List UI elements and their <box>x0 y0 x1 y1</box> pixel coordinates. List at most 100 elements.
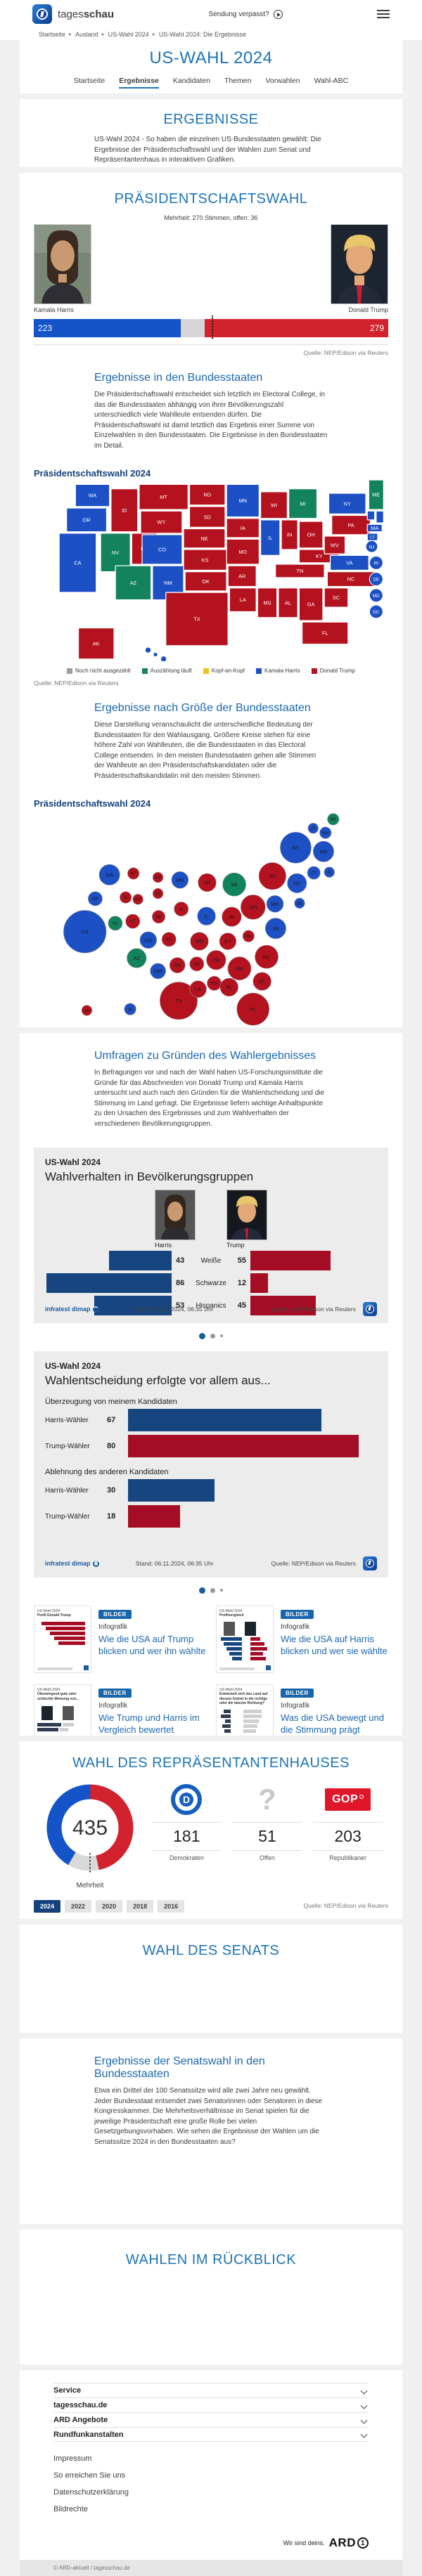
bubble-state-NC[interactable]: NC <box>255 944 279 969</box>
bubble-state-VT[interactable]: VT <box>307 823 319 834</box>
bubble-state-AR[interactable]: AR <box>189 956 205 972</box>
bubble-state-MI[interactable]: MI <box>222 872 246 897</box>
footer-link-impressum[interactable]: Impressum <box>53 2454 92 2463</box>
map-state-MS[interactable]: MS <box>257 587 278 618</box>
map-state-AR[interactable]: AR <box>227 565 257 587</box>
bubble-state-PA[interactable]: PA <box>258 862 286 890</box>
map-state-DE[interactable]: DE <box>369 572 383 587</box>
breadcrumb-item[interactable]: US-Wahl 2024 <box>108 30 149 38</box>
map-state-MT[interactable]: MT <box>139 483 188 510</box>
footer-accordion-rundfunkanstalten[interactable]: Rundfunkanstalten <box>53 2427 369 2442</box>
bubble-state-CO[interactable]: CO <box>139 931 158 949</box>
sendung-verpasst-link[interactable]: Sendung verpasst? <box>114 9 377 19</box>
tab-kandidaten[interactable]: Kandidaten <box>172 77 210 85</box>
map-state-AL[interactable]: AL <box>278 587 298 618</box>
footer-accordion-service[interactable]: Service <box>53 2383 369 2398</box>
bubble-state-OR[interactable]: OR <box>88 891 103 906</box>
map-state-ND[interactable]: ND <box>188 483 226 506</box>
bubble-state-ID[interactable]: ID <box>120 891 132 904</box>
map-state-SC[interactable]: SC <box>324 587 349 608</box>
bubble-state-TX[interactable]: TX <box>160 982 198 1020</box>
bubble-state-NV[interactable]: NV <box>108 916 123 931</box>
map-state-FL[interactable]: FL <box>301 621 349 645</box>
bubble-state-MT[interactable]: MT <box>127 867 140 880</box>
map-state-NM[interactable]: NM <box>152 565 184 601</box>
bubble-state-NY[interactable]: NY <box>280 831 312 864</box>
bubble-state-LA[interactable]: LA <box>189 980 207 998</box>
map-state-MD[interactable]: MD <box>369 588 383 603</box>
map-state-OK[interactable]: OK <box>184 571 227 592</box>
bubble-state-MD[interactable]: MD <box>266 895 284 913</box>
bubble-state-NM[interactable]: NM <box>150 963 166 980</box>
senate-states-title[interactable]: Ergebnisse der Senatswahl in den Bundess… <box>94 2055 265 2080</box>
map-state-OR[interactable]: OR <box>66 507 108 533</box>
bubble-state-MN[interactable]: MN <box>171 871 189 889</box>
carousel-dot[interactable] <box>199 1332 205 1339</box>
map-state-SD[interactable]: SD <box>188 506 226 528</box>
breadcrumb-item[interactable]: Ausland <box>75 30 98 38</box>
carousel-dot[interactable] <box>220 1589 223 1592</box>
map-state-NJ[interactable]: NJ <box>365 540 378 553</box>
bubble-state-NJ[interactable]: NJ <box>287 873 307 893</box>
bubble-state-IN[interactable]: IN <box>222 906 242 927</box>
teaser-title[interactable]: Wie Trump und Harris im Vergleich bewert… <box>98 1712 200 1735</box>
map-state-NC[interactable]: NC <box>326 571 376 587</box>
tab-vorwahlen[interactable]: Vorwahlen <box>265 77 300 85</box>
bubble-state-WI[interactable]: WI <box>198 873 217 892</box>
map-state-DC[interactable]: DC <box>369 604 383 619</box>
map-state-MI[interactable]: MI <box>288 488 318 519</box>
tab-wahl-abc[interactable]: Wahl-ABC <box>314 77 349 85</box>
bubble-state-VA[interactable]: VA <box>264 918 286 939</box>
map-state-VA[interactable]: VA <box>329 554 369 571</box>
teaser-title[interactable]: Was die USA bewegt und die Stimmung präg… <box>281 1712 384 1735</box>
tab-themen[interactable]: Themen <box>224 77 252 85</box>
bubble-state-AL[interactable]: AL <box>219 977 238 997</box>
bubble-state-KY[interactable]: KY <box>219 932 237 950</box>
bubble-state-ME[interactable]: ME <box>327 813 340 826</box>
map-state-VT[interactable] <box>366 510 376 521</box>
footer-link-bildrechte[interactable]: Bildrechte <box>53 2505 88 2513</box>
bubble-state-WV[interactable]: WV <box>242 930 255 942</box>
bubble-state-MA[interactable]: MA <box>312 840 334 862</box>
map-state-IN[interactable]: IN <box>281 519 298 550</box>
map-state-MO[interactable]: MO <box>226 538 260 565</box>
map-state-TX[interactable]: TX <box>165 592 229 646</box>
bubble-state-MS[interactable]: MS <box>207 976 222 991</box>
bubble-state-RI[interactable]: RI <box>324 866 335 878</box>
map-state-CA[interactable]: CA <box>58 533 97 593</box>
tagesschau-logo[interactable]: tagesschau <box>32 4 114 24</box>
map-state-WV[interactable]: WV <box>324 535 346 554</box>
map-state-NH[interactable] <box>376 510 384 523</box>
bubble-state-NH[interactable]: NH <box>319 826 332 839</box>
bubble-state-UT[interactable]: UT <box>125 913 141 929</box>
teaser-item[interactable]: US-Wahl 2024 Profil Donald Trump BILDER Inf… <box>34 1606 206 1673</box>
map-state-PA[interactable]: PA <box>331 514 371 535</box>
map-state-GA[interactable]: GA <box>298 587 324 621</box>
footer-accordion-tagesschaude[interactable]: tagesschau.de <box>53 2398 369 2412</box>
map-state-HI2[interactable] <box>153 651 158 658</box>
map-state-KS[interactable]: KS <box>183 549 227 571</box>
bubble-state-NE[interactable]: NE <box>152 910 165 924</box>
map-state-RI[interactable]: RI <box>369 555 383 570</box>
bubble-state-OH[interactable]: OH <box>241 895 266 920</box>
bubble-state-SD[interactable]: SD <box>152 887 164 899</box>
year-button-2018[interactable]: 2018 <box>127 1900 154 1913</box>
size-section-title[interactable]: Ergebnisse nach Größe der Bundesstaaten <box>94 702 311 714</box>
map-state-IA[interactable]: IA <box>226 518 260 538</box>
bubble-state-WA[interactable]: WA <box>98 864 120 885</box>
bubble-state-HI[interactable]: HI <box>124 1003 136 1015</box>
map-state-OH[interactable]: OH <box>298 521 324 549</box>
tab-ergebnisse[interactable]: Ergebnisse <box>119 77 159 89</box>
bubble-state-CT[interactable]: CT <box>307 866 321 880</box>
carousel-dot[interactable] <box>210 1587 215 1593</box>
map-state-MA[interactable]: MA <box>366 523 383 533</box>
map-state-TN[interactable]: TN <box>274 564 325 578</box>
map-state-NY[interactable]: NY <box>328 493 366 515</box>
tab-startseite[interactable]: Startseite <box>73 77 106 85</box>
map-state-WY[interactable]: WY <box>140 510 183 534</box>
bubble-state-CA[interactable]: CA <box>63 910 107 954</box>
footer-link-soerreichensieuns[interactable]: So erreichen Sie uns <box>53 2471 126 2480</box>
map-state-MN[interactable]: MN <box>226 483 260 518</box>
teaser-title[interactable]: Wie die USA auf Trump blicken und wer ih… <box>98 1634 206 1656</box>
bubble-state-AZ[interactable]: AZ <box>127 948 147 968</box>
